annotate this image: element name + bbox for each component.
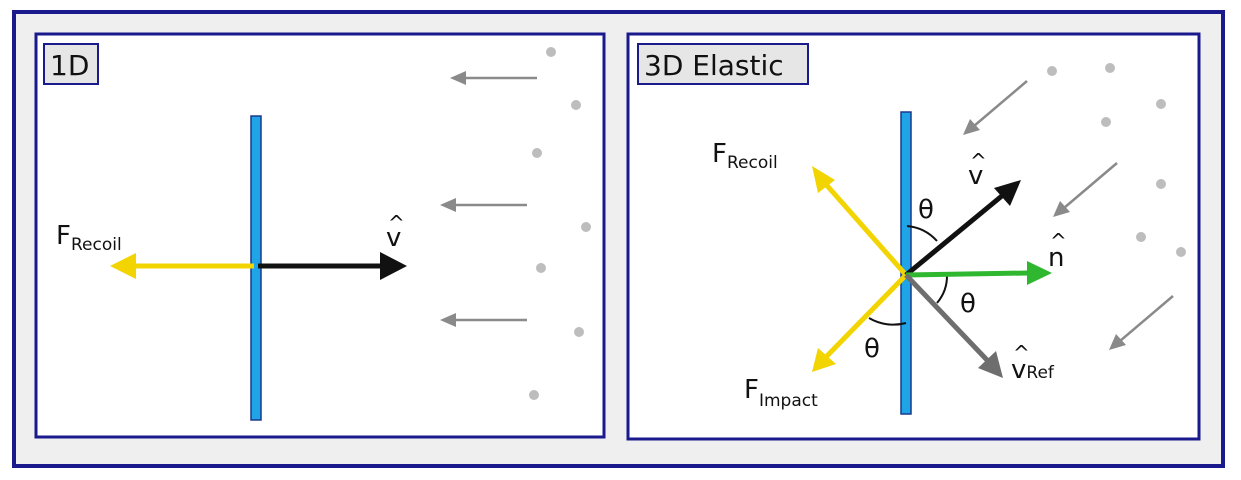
svg-text:^: ^ <box>1013 341 1030 365</box>
normal-arrow-3d <box>905 261 1052 285</box>
panel-1d-frame <box>34 32 606 439</box>
svg-text:^: ^ <box>388 211 405 235</box>
panel-3d-title: 3D Elastic <box>644 49 784 82</box>
svg-text:^: ^ <box>970 149 987 173</box>
theta-label-upper: θ <box>918 195 934 225</box>
incoming-arrow <box>963 80 1028 135</box>
panel-1d-title-box: 1D <box>43 43 99 85</box>
theta-arc-lower <box>868 317 907 326</box>
particle <box>529 390 539 400</box>
incoming-arrow <box>450 71 537 85</box>
particles-1d <box>529 47 591 400</box>
svg-text:v: v <box>968 161 983 191</box>
svg-text:vRef: vRef <box>1011 355 1055 385</box>
particle <box>536 263 546 273</box>
particle <box>581 222 591 232</box>
velocity-arrow-1d <box>258 252 407 280</box>
theta-label-lower: θ <box>864 334 880 364</box>
particle <box>1156 179 1166 189</box>
particle <box>546 47 556 57</box>
f-recoil-label-1d: FRecoil <box>56 221 122 255</box>
incoming-arrow <box>440 198 527 212</box>
incoming-arrows-1d <box>440 71 537 327</box>
recoil-force-arrow-1d <box>110 253 254 279</box>
particle <box>571 100 581 110</box>
n-hat-label-3d: ^ n <box>1048 229 1067 273</box>
plate-3d <box>900 111 912 415</box>
particle <box>1136 232 1146 242</box>
panel-1d: 1D FRecoil ^ v <box>34 32 606 439</box>
recoil-force-arrow-3d <box>812 166 908 277</box>
panel-3d-title-box: 3D Elastic <box>637 43 809 85</box>
particle <box>1105 63 1115 73</box>
panel-1d-title: 1D <box>50 49 89 82</box>
particles-3d <box>1047 63 1186 257</box>
particle <box>1047 66 1057 76</box>
f-impact-label-3d: FImpact <box>744 375 818 411</box>
v-hat-label-3d: ^ v <box>968 149 987 191</box>
svg-text:v: v <box>386 223 401 253</box>
incoming-arrow <box>440 313 527 327</box>
particle <box>574 327 584 337</box>
svg-text:^: ^ <box>1050 229 1067 253</box>
svg-text:n: n <box>1048 243 1064 273</box>
particle <box>1156 99 1166 109</box>
incoming-arrows-3d <box>963 80 1174 350</box>
f-recoil-label-3d: FRecoil <box>712 139 778 173</box>
particle <box>1101 117 1111 127</box>
incoming-arrow <box>1109 295 1174 350</box>
velocity-arrow-3d <box>904 180 1021 277</box>
impact-force-arrow-3d <box>812 273 908 372</box>
theta-arc-upper <box>906 225 938 242</box>
incoming-arrow <box>1053 162 1118 217</box>
particle <box>1176 247 1186 257</box>
reflected-velocity-arrow-3d <box>904 273 1003 378</box>
panel-3d: 3D Elastic <box>626 32 1201 441</box>
panel-3d-frame <box>626 32 1201 441</box>
v-hat-label-1d: ^ v <box>386 211 405 253</box>
particle <box>532 148 542 158</box>
v-ref-label-3d: ^ vRef <box>1011 341 1055 385</box>
theta-label-right: θ <box>960 289 976 319</box>
